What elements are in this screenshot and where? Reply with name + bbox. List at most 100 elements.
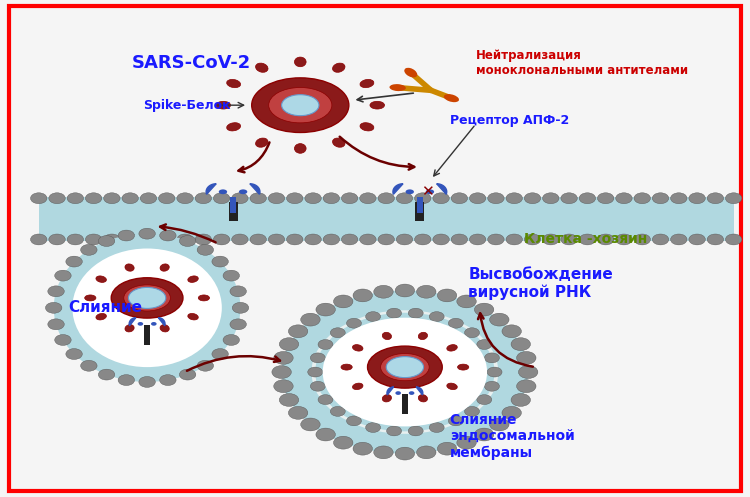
Circle shape [395,284,415,297]
Circle shape [81,245,97,255]
Text: SARS-CoV-2: SARS-CoV-2 [132,54,251,72]
Bar [402,394,408,414]
Circle shape [452,193,467,204]
Circle shape [477,395,492,405]
Circle shape [286,234,303,245]
Circle shape [346,318,362,328]
Ellipse shape [188,276,198,282]
Circle shape [86,193,102,204]
Text: Клетка -хозяин: Клетка -хозяин [524,232,648,246]
Circle shape [330,407,345,416]
Circle shape [304,193,321,204]
Circle shape [707,193,724,204]
Circle shape [230,286,247,297]
Circle shape [311,310,498,434]
Circle shape [415,234,431,245]
Circle shape [212,348,228,359]
Ellipse shape [295,144,306,153]
Circle shape [323,193,340,204]
Circle shape [250,234,266,245]
Circle shape [408,308,423,318]
Circle shape [452,234,467,245]
Ellipse shape [188,314,198,320]
Circle shape [98,236,115,247]
Circle shape [315,313,494,431]
Circle shape [464,328,479,337]
Circle shape [598,234,614,245]
Circle shape [470,193,486,204]
Ellipse shape [332,63,345,72]
Circle shape [214,234,230,245]
Circle shape [304,234,321,245]
Circle shape [416,446,436,459]
Circle shape [502,325,521,337]
Circle shape [301,418,320,431]
Ellipse shape [96,314,106,320]
Circle shape [31,234,47,245]
Circle shape [374,285,393,298]
Circle shape [289,325,308,337]
Circle shape [104,193,120,204]
Circle shape [511,338,530,350]
Circle shape [707,234,724,245]
Polygon shape [129,318,136,326]
Circle shape [688,193,705,204]
Bar [416,202,424,221]
Text: Слияние
эндосомальной
мембраны: Слияние эндосомальной мембраны [450,413,574,460]
Circle shape [457,436,476,449]
Circle shape [634,193,650,204]
Ellipse shape [128,287,166,309]
Circle shape [160,230,176,241]
Ellipse shape [198,295,209,301]
Ellipse shape [404,68,417,78]
Circle shape [437,289,457,302]
Circle shape [55,334,71,345]
Circle shape [396,193,412,204]
Circle shape [518,366,538,379]
Circle shape [195,234,211,245]
Ellipse shape [160,325,170,332]
Circle shape [48,286,64,297]
Circle shape [195,193,211,204]
Circle shape [365,312,380,322]
Polygon shape [158,318,165,326]
Ellipse shape [219,189,227,194]
Ellipse shape [256,138,268,147]
Text: Spike-Белок: Spike-Белок [143,99,231,112]
Circle shape [517,351,536,364]
Ellipse shape [341,364,352,370]
Circle shape [81,360,97,371]
Circle shape [464,407,479,416]
Circle shape [484,353,500,363]
Circle shape [179,369,196,380]
Circle shape [67,193,83,204]
Circle shape [408,426,423,436]
Circle shape [197,245,214,255]
Circle shape [214,193,230,204]
Circle shape [308,367,322,377]
Circle shape [179,236,196,247]
Circle shape [448,416,464,426]
Circle shape [279,338,298,350]
Circle shape [725,193,742,204]
Circle shape [524,193,541,204]
FancyBboxPatch shape [144,328,150,340]
Circle shape [158,193,175,204]
Circle shape [274,380,293,393]
Circle shape [67,234,83,245]
Circle shape [360,193,376,204]
Circle shape [49,234,65,245]
Circle shape [374,446,393,459]
Circle shape [177,234,194,245]
Circle shape [598,193,614,204]
Ellipse shape [406,189,414,194]
Circle shape [433,193,449,204]
Ellipse shape [54,234,241,382]
Circle shape [488,234,504,245]
Circle shape [542,234,559,245]
Bar [229,202,238,221]
Circle shape [378,234,394,245]
Circle shape [323,234,340,245]
Circle shape [415,193,431,204]
Circle shape [477,339,492,349]
